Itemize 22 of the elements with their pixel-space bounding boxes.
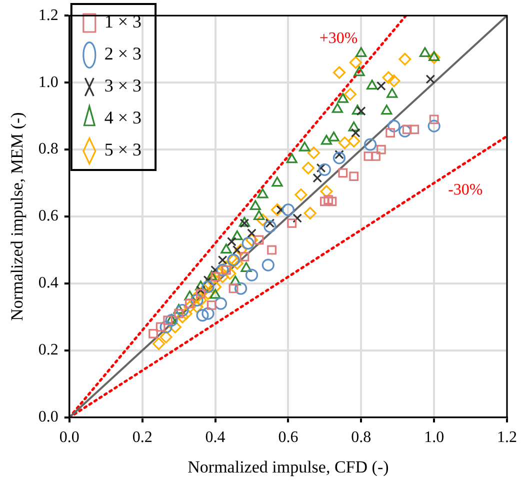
legend-label: 5 × 3 xyxy=(104,140,142,160)
y-tick-label: 0.2 xyxy=(38,342,58,359)
y-tick-label: 0.4 xyxy=(38,274,58,292)
y-axis-title: Normalized impulse, MEM (-) xyxy=(8,112,27,321)
legend-label: 4 × 3 xyxy=(104,108,142,128)
annotation: -30% xyxy=(448,182,483,199)
annotation: +30% xyxy=(319,30,358,48)
legend-label: 2 × 3 xyxy=(104,44,142,64)
y-tick-label: 1.0 xyxy=(38,74,58,91)
x-tick-label: 1.0 xyxy=(424,429,444,446)
y-tick-label: 0.8 xyxy=(38,140,58,158)
x-tick-label: 0.0 xyxy=(59,429,80,446)
x-tick-label: 0.2 xyxy=(132,429,152,446)
x-tick-label: 0.6 xyxy=(278,429,298,446)
x-tick-label: 0.8 xyxy=(351,429,372,446)
x-tick-label: 1.2 xyxy=(497,429,517,446)
y-tick-label: 1.2 xyxy=(38,6,58,24)
x-tick-label: 0.4 xyxy=(205,429,226,446)
y-tick-label: 0.6 xyxy=(38,208,58,225)
legend-label: 3 × 3 xyxy=(104,76,142,96)
x-axis-title: Normalized impulse, CFD (-) xyxy=(188,457,389,476)
y-tick-label: 0.0 xyxy=(38,408,58,426)
